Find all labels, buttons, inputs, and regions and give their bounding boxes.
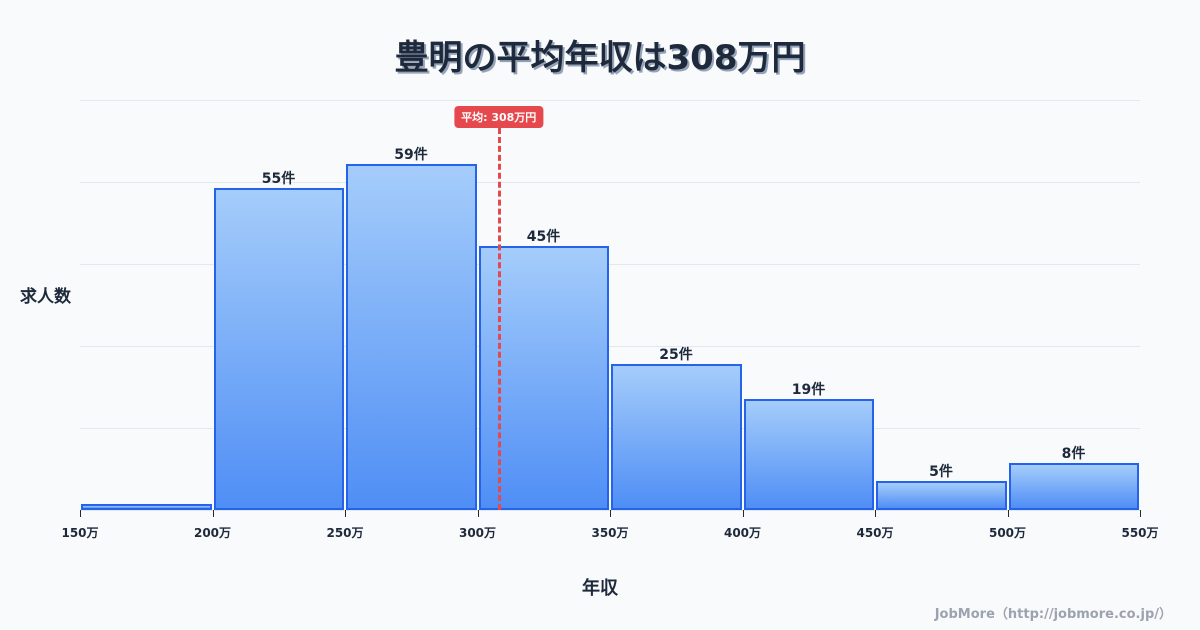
y-axis-label: 求人数 bbox=[20, 287, 71, 307]
mean-line bbox=[497, 128, 501, 510]
mean-badge: 平均: 308万円 bbox=[454, 106, 544, 128]
gridline bbox=[80, 182, 1140, 183]
bar-value-label: 59件 bbox=[394, 147, 428, 164]
histogram-bar bbox=[611, 363, 742, 510]
x-tick-label: 300万 bbox=[458, 526, 497, 540]
bar-value-label: 19件 bbox=[791, 381, 826, 398]
histogram-bar bbox=[876, 480, 1007, 510]
x-tick bbox=[212, 510, 214, 517]
x-tick-label: 200万 bbox=[193, 526, 232, 540]
x-axis-label: 年収 bbox=[582, 578, 618, 599]
bar-value-label: 25件 bbox=[659, 346, 693, 363]
gridline bbox=[80, 100, 1140, 101]
source-credit: JobMore（http://jobmore.co.jp/） bbox=[934, 607, 1172, 622]
x-tick bbox=[1007, 510, 1009, 517]
gridline bbox=[80, 264, 1140, 265]
x-tick bbox=[477, 510, 479, 517]
histogram-bar bbox=[213, 187, 344, 510]
x-tick bbox=[80, 510, 81, 517]
plot-area: 55件 59件 45件 25件 19件 5件 8件 bbox=[80, 100, 1140, 511]
histogram-bar bbox=[1008, 463, 1139, 510]
x-tick-label: 550万 bbox=[1121, 526, 1159, 540]
x-tick-label: 350万 bbox=[591, 526, 629, 540]
x-tick bbox=[610, 510, 611, 517]
bar-value-label: 8件 bbox=[1061, 446, 1086, 463]
histogram-bar bbox=[346, 164, 477, 510]
histogram-bar bbox=[81, 504, 212, 510]
x-tick-label: 250万 bbox=[326, 526, 364, 540]
x-tick-label: 400万 bbox=[723, 526, 762, 540]
bar-value-label: 5件 bbox=[929, 463, 953, 480]
x-tick-label: 500万 bbox=[988, 526, 1027, 540]
bar-value-label: 55件 bbox=[261, 170, 296, 187]
x-tick bbox=[875, 510, 876, 517]
gridline bbox=[80, 346, 1140, 347]
chart-title: 豊明の平均年収は308万円 bbox=[394, 38, 806, 78]
histogram-bar bbox=[743, 398, 874, 510]
x-tick bbox=[1140, 510, 1141, 517]
x-tick-label: 150万 bbox=[61, 526, 99, 540]
x-tick bbox=[345, 510, 346, 517]
x-tick-label: 450万 bbox=[856, 526, 894, 540]
gridline bbox=[80, 428, 1140, 429]
bar-value-label: 45件 bbox=[526, 229, 561, 246]
x-tick bbox=[742, 510, 744, 517]
